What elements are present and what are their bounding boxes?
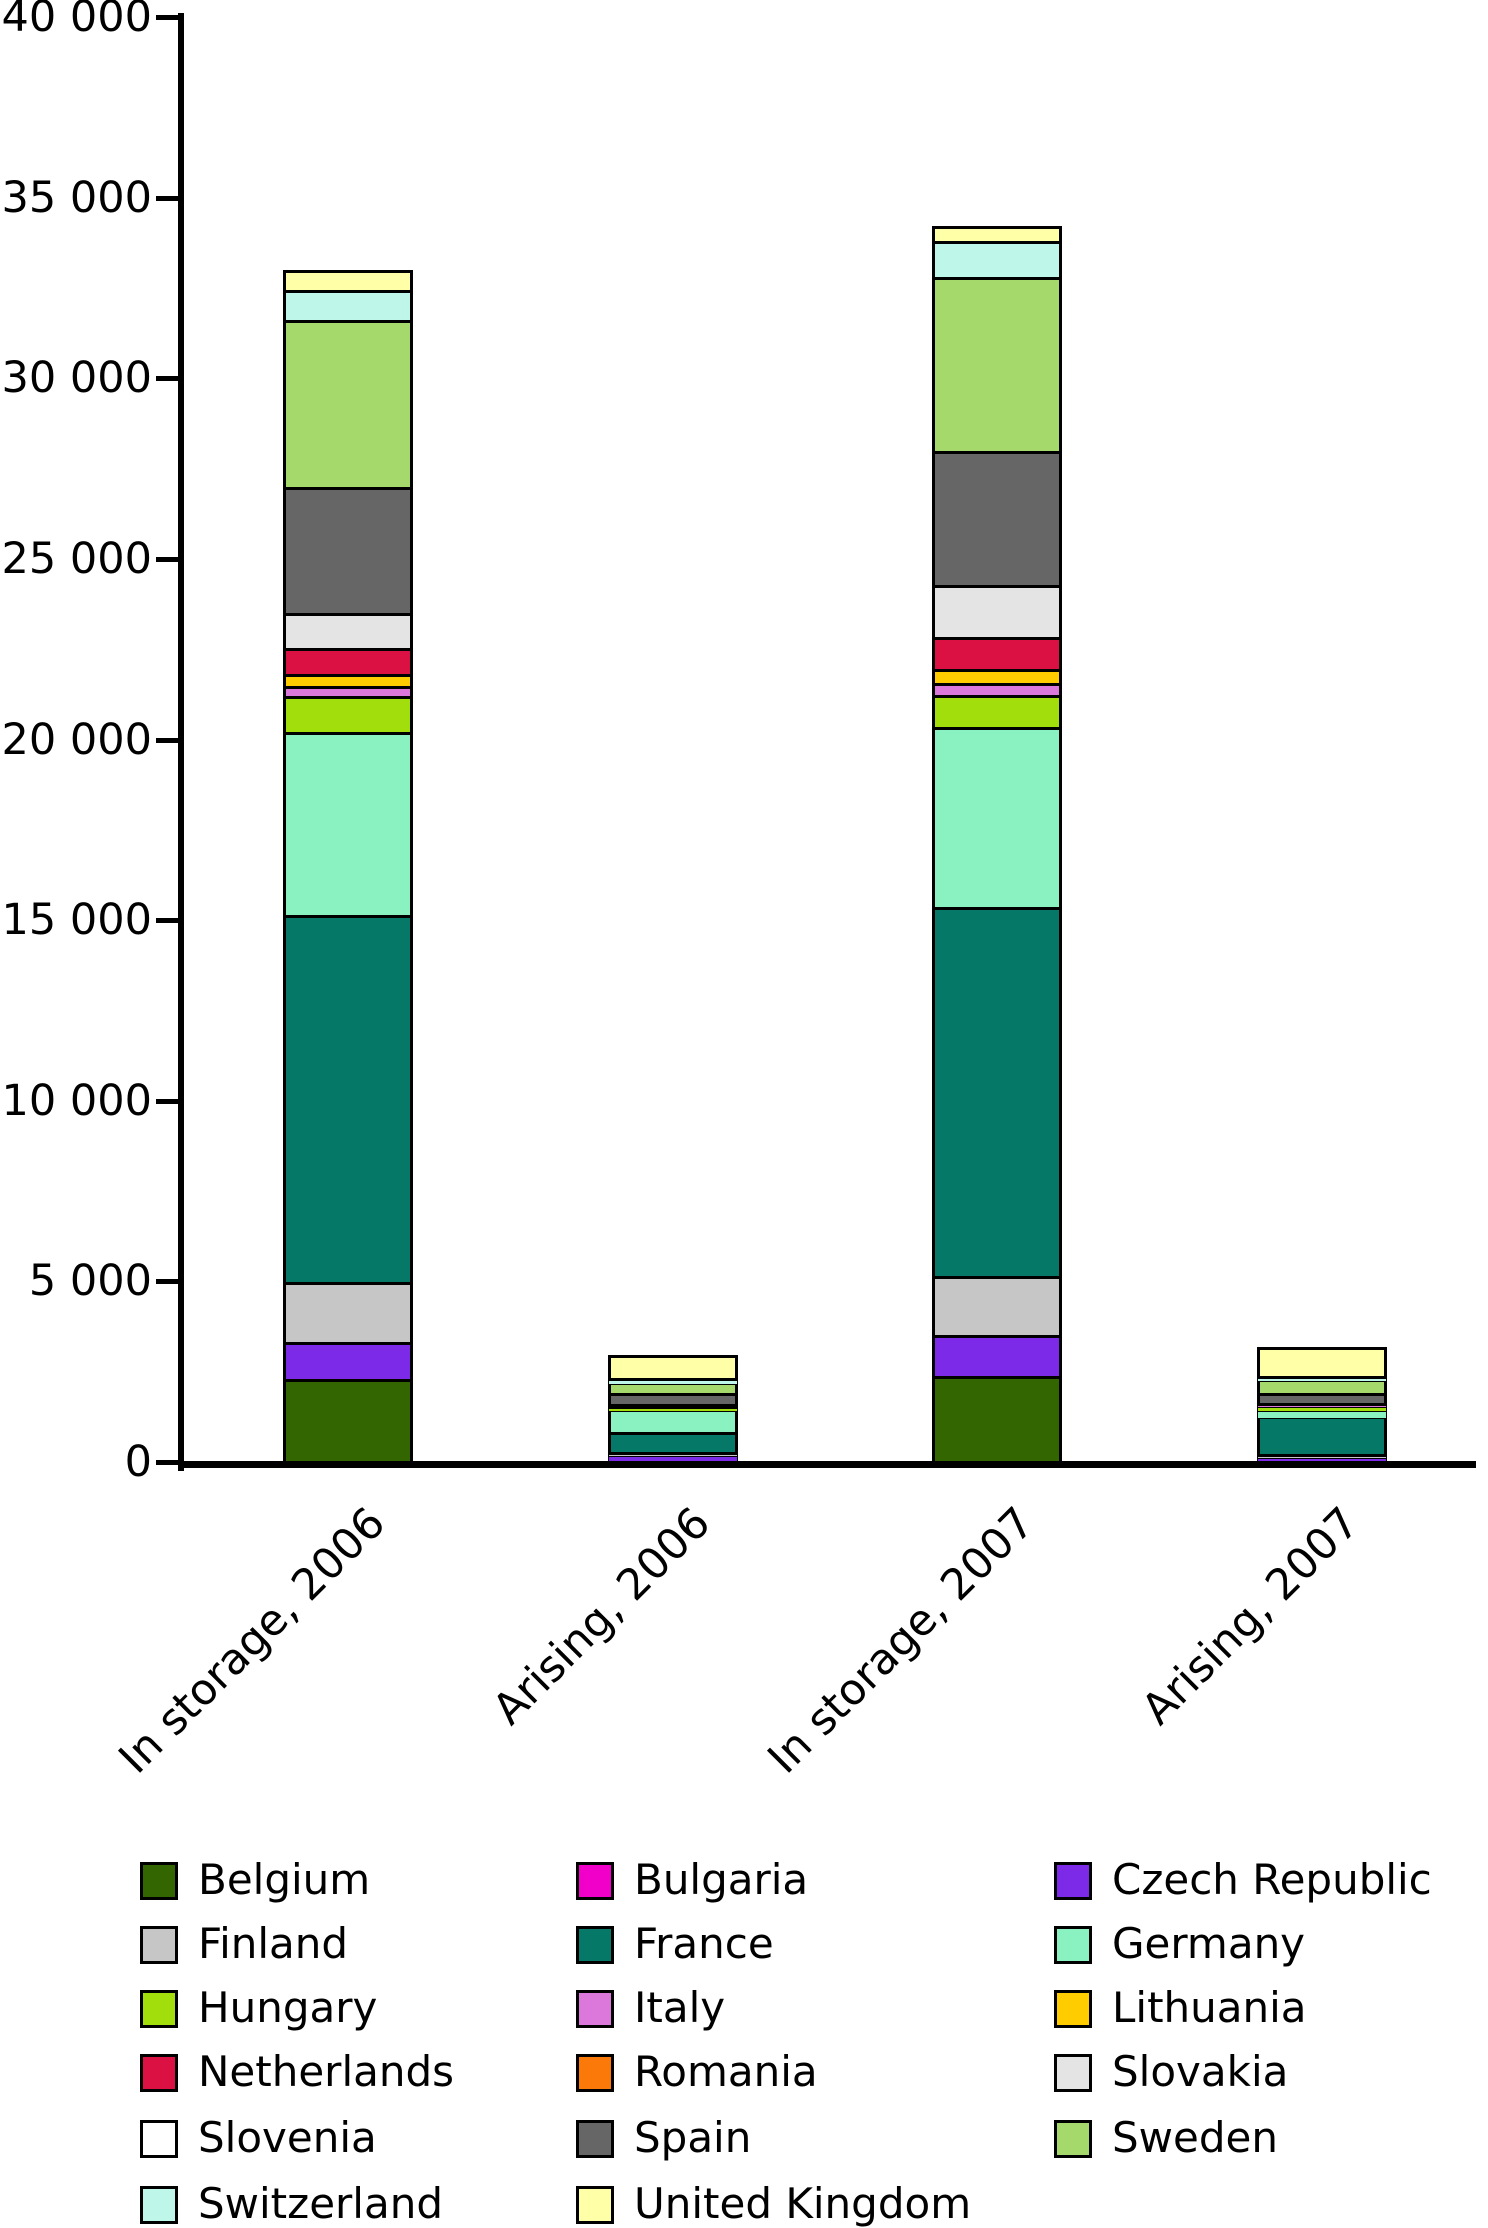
bar-segment-hungary [283, 695, 413, 735]
bar-segment-netherlands [283, 647, 413, 677]
y-axis-tick [156, 556, 184, 562]
y-axis-tick-label: 25 000 [1, 533, 152, 584]
legend-swatch-slovenia [140, 2120, 178, 2158]
legend-label-switzerland: Switzerland [198, 2179, 443, 2228]
legend-swatch-romania [576, 2054, 614, 2092]
legend-label-bulgaria: Bulgaria [634, 1855, 809, 1904]
bar-segment-sweden [932, 277, 1062, 455]
y-axis-tick-label: 10 000 [1, 1075, 152, 1126]
y-axis-tick [156, 376, 184, 382]
x-axis-label: Arising, 2006 [483, 1498, 721, 1735]
legend-swatch-spain [576, 2120, 614, 2158]
legend-swatch-france [576, 1926, 614, 1964]
y-axis-tick-label: 15 000 [1, 895, 152, 946]
legend-label-lithuania: Lithuania [1112, 1983, 1307, 2032]
y-axis-tick-label: 30 000 [1, 353, 152, 404]
legend-label-slovenia: Slovenia [198, 2113, 377, 2162]
legend-swatch-netherlands [140, 2054, 178, 2092]
legend-label-hungary: Hungary [198, 1983, 378, 2032]
legend-swatch-belgium [140, 1862, 178, 1900]
y-axis-tick [156, 1460, 184, 1465]
bar-segment-belgium [932, 1376, 1062, 1465]
legend-label-slovakia: Slovakia [1112, 2047, 1289, 2096]
legend-label-france: France [634, 1919, 774, 1968]
y-axis-tick [156, 195, 184, 201]
legend-swatch-italy [576, 1990, 614, 2028]
bar-segment-united-kingdom [608, 1354, 738, 1382]
legend-label-united-kingdom: United Kingdom [634, 2179, 972, 2228]
bar-segment-slovakia [283, 612, 413, 651]
y-axis-tick [156, 15, 184, 20]
bar-segment-switzerland [932, 240, 1062, 281]
x-axis-label: In storage, 2007 [758, 1498, 1045, 1784]
bar-segment-france [608, 1432, 738, 1456]
x-axis [178, 1461, 1476, 1468]
bar-segment-finland [283, 1282, 413, 1345]
legend-label-finland: Finland [198, 1919, 349, 1968]
y-axis-tick [156, 918, 184, 924]
bar-segment-united-kingdom [283, 270, 413, 294]
y-axis-tick [156, 1098, 184, 1104]
bar-segment-sweden [283, 320, 413, 491]
bar-segment-hungary [932, 694, 1062, 730]
bar-segment-france [932, 907, 1062, 1279]
legend-label-belgium: Belgium [198, 1855, 371, 1904]
legend-swatch-hungary [140, 1990, 178, 2028]
bar-segment-slovakia [932, 584, 1062, 640]
legend-swatch-united-kingdom [576, 2186, 614, 2224]
legend-label-spain: Spain [634, 2113, 752, 2162]
bar-segment-belgium [283, 1378, 413, 1465]
bar-segment-germany [932, 726, 1062, 911]
legend-label-germany: Germany [1112, 1919, 1306, 1968]
legend-swatch-finland [140, 1926, 178, 1964]
y-axis-tick [156, 737, 184, 743]
y-axis-tick-label: 40 000 [1, 0, 152, 42]
y-axis-tick [156, 1279, 184, 1285]
x-axis-label: Arising, 2007 [1132, 1498, 1370, 1735]
bar-segment-france [1257, 1416, 1387, 1458]
bar-segment-germany [283, 731, 413, 919]
bar-segment-czech-republic [283, 1341, 413, 1382]
legend-label-romania: Romania [634, 2047, 818, 2096]
legend-swatch-switzerland [140, 2186, 178, 2224]
y-axis-tick-label: 5 000 [28, 1256, 152, 1307]
bar-segment-spain [932, 451, 1062, 588]
y-axis-tick-label: 35 000 [1, 172, 152, 223]
bar-segment-finland [932, 1275, 1062, 1338]
x-axis-label: In storage, 2006 [109, 1498, 396, 1784]
legend-label-sweden: Sweden [1112, 2113, 1278, 2162]
bar-segment-netherlands [932, 636, 1062, 672]
bar-segment-spain [283, 487, 413, 616]
legend-label-netherlands: Netherlands [198, 2047, 455, 2096]
bar-segment-france [283, 915, 413, 1286]
legend-swatch-germany [1054, 1926, 1092, 1964]
y-axis-tick-label: 20 000 [1, 714, 152, 765]
legend-label-italy: Italy [634, 1983, 726, 2032]
legend-swatch-czech-republic [1054, 1862, 1092, 1900]
bar-segment-czech-republic [932, 1334, 1062, 1379]
bar-segment-switzerland [283, 290, 413, 324]
bar-segment-united-kingdom [932, 225, 1062, 244]
legend-swatch-lithuania [1054, 1990, 1092, 2028]
bar-segment-germany [608, 1408, 738, 1436]
legend-swatch-sweden [1054, 2120, 1092, 2158]
y-axis-tick-label: 0 [124, 1437, 152, 1487]
bar-segment-united-kingdom [1257, 1347, 1387, 1379]
legend-label-czech-republic: Czech Republic [1112, 1855, 1432, 1904]
legend-swatch-slovakia [1054, 2054, 1092, 2092]
legend-swatch-bulgaria [576, 1862, 614, 1900]
